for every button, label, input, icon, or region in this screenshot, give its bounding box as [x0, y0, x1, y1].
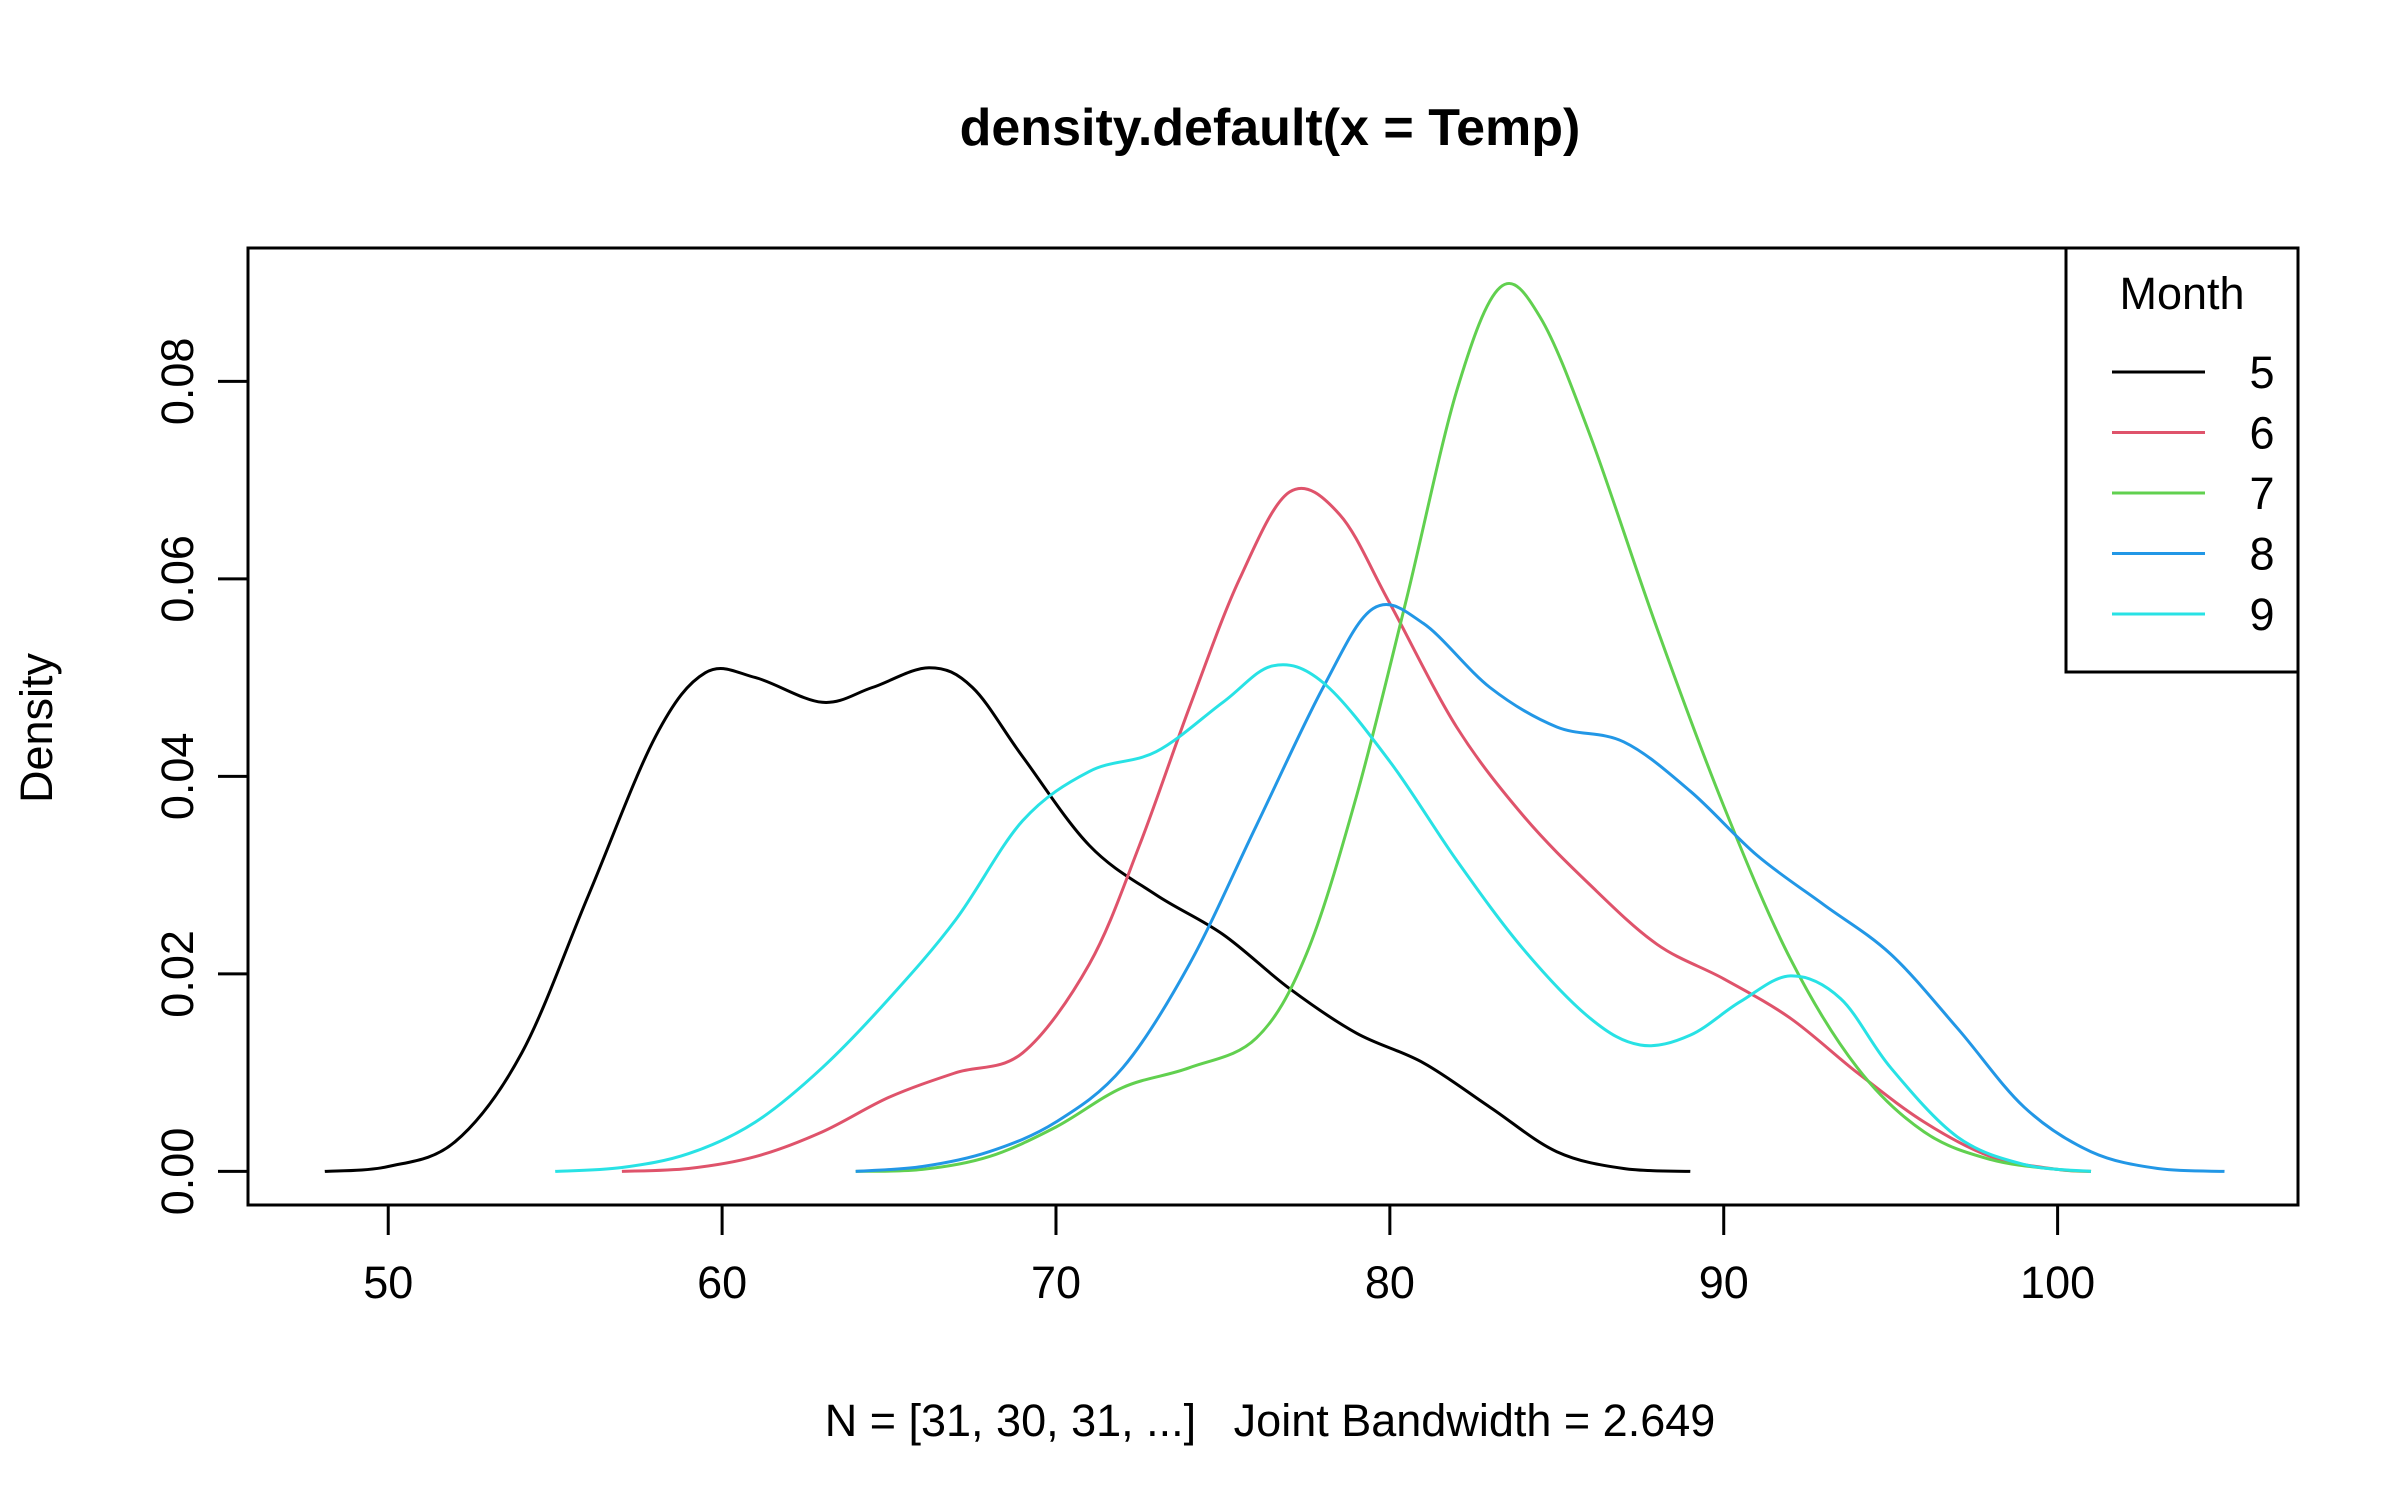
- series-lines: [324, 281, 2225, 1173]
- series-line-month-6: [621, 486, 2092, 1173]
- y-tick-label: 0.08: [152, 338, 203, 426]
- x-tick-label: 100: [2020, 1257, 2095, 1308]
- legend: Month 5 6 7 8 9: [2064, 246, 2300, 674]
- x-tick-label: 60: [697, 1257, 747, 1308]
- x-tick-label: 90: [1699, 1257, 1749, 1308]
- legend-label-6: 6: [2249, 408, 2274, 459]
- y-tick-label: 0.06: [152, 535, 203, 623]
- y-axis: 0.00 0.02 0.04 0.06 0.08: [152, 338, 250, 1216]
- y-tick-label: 0.00: [152, 1128, 203, 1216]
- x-axis-label: N = [31, 30, 31, ...] Joint Bandwidth = …: [825, 1395, 1716, 1446]
- legend-box: [2064, 246, 2300, 674]
- legend-label-5: 5: [2249, 347, 2274, 398]
- legend-label-8: 8: [2249, 529, 2274, 580]
- plot-frame: [246, 246, 2300, 1207]
- y-tick-label: 0.04: [152, 733, 203, 821]
- legend-label-7: 7: [2249, 468, 2274, 519]
- chart-title: density.default(x = Temp): [960, 99, 1581, 157]
- series-line-month-8: [855, 602, 2225, 1173]
- series-line-month-9: [555, 663, 2092, 1173]
- series-line-month-7: [855, 281, 2092, 1173]
- x-tick-label: 50: [363, 1257, 413, 1308]
- legend-label-9: 9: [2249, 589, 2274, 640]
- series-line-month-5: [324, 666, 1691, 1173]
- legend-entries: 5 6 7 8 9: [2112, 347, 2275, 640]
- legend-title: Month: [2119, 268, 2244, 319]
- x-axis: 50 60 70 80 90 100: [363, 1203, 2095, 1308]
- x-tick-label: 70: [1031, 1257, 1081, 1308]
- y-tick-label: 0.02: [152, 930, 203, 1018]
- y-axis-label: Density: [11, 652, 62, 803]
- x-tick-label: 80: [1365, 1257, 1415, 1308]
